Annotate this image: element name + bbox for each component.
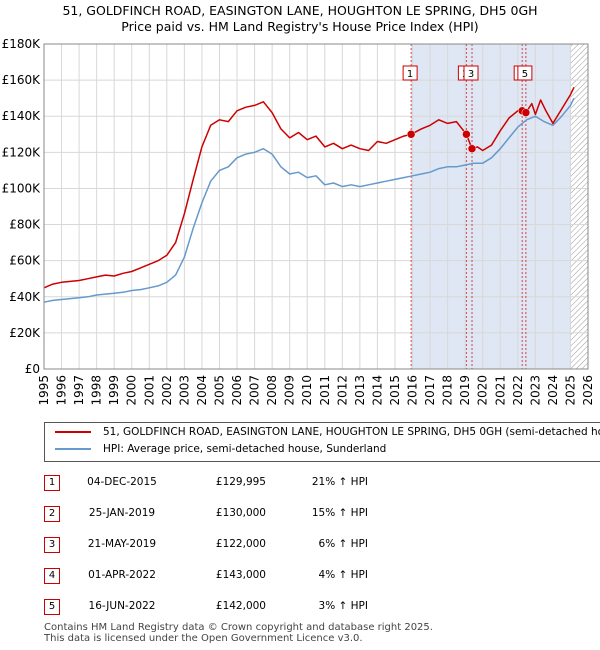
transaction-number: 2: [44, 506, 60, 522]
transaction-hpi: 15% ↑ HPI: [311, 507, 368, 519]
legend: 51, GOLDFINCH ROAD, EASINGTON LANE, HOUG…: [44, 422, 600, 462]
transaction-hpi: 4% ↑ HPI: [318, 569, 368, 581]
transaction-point-5: [521, 108, 531, 117]
x-tick-label: 2005: [212, 375, 226, 406]
table-row: 2 25-JAN-2019 £130,000 15% ↑ HPI: [0, 504, 600, 524]
x-tick-label: 2010: [300, 375, 314, 406]
x-tick-label: 2018: [441, 375, 455, 406]
transaction-label-1: 1: [407, 69, 413, 80]
transaction-date: 01-APR-2022: [88, 569, 156, 581]
x-tick-label: 1997: [72, 375, 86, 406]
transaction-number: 5: [44, 599, 60, 615]
x-tick-label: 2014: [370, 375, 384, 406]
transaction-label-box-3: [463, 65, 479, 81]
chart-subtitle: Price paid vs. HM Land Registry's House …: [121, 19, 479, 34]
y-tick-label: £60K: [9, 254, 41, 268]
y-tick-label: £40K: [9, 290, 41, 304]
x-tick-label: 2015: [388, 375, 402, 406]
x-tick-label: 2017: [423, 375, 437, 406]
transaction-date: 16-JUN-2022: [88, 600, 156, 612]
legend-item-hpi: HPI: Average price, semi-detached house,…: [55, 443, 386, 459]
y-tick-label: £120K: [2, 145, 42, 159]
transaction-point-2: [462, 130, 471, 139]
x-tick-label: 2025: [563, 375, 577, 406]
transaction-point-3: [467, 144, 477, 153]
x-tick-label: 2003: [177, 375, 191, 406]
transaction-price: £142,000: [215, 600, 266, 612]
x-tick-label: 2007: [248, 375, 262, 406]
property-price-line: [43, 86, 575, 289]
y-tick-label: £180K: [2, 37, 42, 51]
x-tick-label: 2012: [335, 375, 349, 406]
footer: Contains HM Land Registry data © Crown c…: [44, 622, 433, 644]
x-tick-label: 2016: [406, 375, 420, 406]
x-tick-label: 2009: [283, 375, 297, 406]
x-tick-label: 2002: [160, 375, 174, 406]
x-tick-label: 1998: [90, 375, 104, 406]
transaction-point-1: [406, 130, 416, 139]
x-tick-label: 2026: [581, 375, 595, 406]
legend-label-property: 51, GOLDFINCH ROAD, EASINGTON LANE, HOUG…: [103, 426, 600, 438]
transaction-price: £130,000: [215, 507, 266, 519]
x-tick-label: 2006: [230, 375, 244, 406]
transaction-label-5: 5: [522, 69, 528, 80]
legend-label-hpi: HPI: Average price, semi-detached house,…: [103, 443, 387, 455]
table-row: 5 16-JUN-2022 £142,000 3% ↑ HPI: [0, 597, 600, 617]
x-tick-label: 1999: [107, 375, 121, 406]
x-tick-label: 2023: [528, 375, 542, 406]
transaction-price: £143,000: [215, 569, 266, 581]
x-tick-label: 2011: [318, 375, 332, 406]
shaded-period: [411, 44, 571, 369]
footer-copyright: Contains HM Land Registry data © Crown c…: [44, 622, 433, 633]
x-tick-label: 2008: [265, 375, 279, 406]
transaction-hpi: 21% ↑ HPI: [311, 476, 368, 488]
transaction-hpi: 6% ↑ HPI: [318, 538, 368, 550]
transaction-date: 25-JAN-2019: [88, 507, 156, 519]
y-tick-label: £0: [25, 362, 40, 376]
y-tick-label: £160K: [2, 73, 42, 87]
y-tick-label: £20K: [9, 326, 41, 340]
transaction-hpi: 3% ↑ HPI: [318, 600, 368, 612]
transaction-number: 1: [44, 475, 60, 491]
x-tick-label: 2000: [125, 375, 139, 406]
x-tick-label: 2019: [458, 375, 472, 406]
hatched-region: [570, 44, 588, 369]
transaction-number: 4: [44, 568, 60, 584]
transaction-number: 3: [44, 537, 60, 553]
x-tick-label: 2020: [476, 375, 490, 406]
transaction-label-box-5: [517, 65, 533, 81]
transaction-price: £129,995: [215, 476, 266, 488]
transaction-price: £122,000: [215, 538, 266, 550]
transaction-label-3: 3: [468, 69, 474, 80]
x-tick-label: 2024: [546, 375, 560, 406]
x-tick-label: 1996: [55, 375, 69, 406]
legend-item-property: 51, GOLDFINCH ROAD, EASINGTON LANE, HOUG…: [55, 426, 600, 442]
plot-frame: [43, 43, 589, 370]
hpi-line: [43, 97, 575, 303]
x-tick-label: 2013: [353, 375, 367, 406]
y-tick-label: £80K: [9, 218, 41, 232]
y-tick-label: £100K: [2, 181, 42, 195]
transaction-label-box-1: [402, 65, 418, 81]
x-tick-label: 2001: [142, 375, 156, 406]
legend-swatch-hpi: [55, 448, 91, 450]
table-row: 3 21-MAY-2019 £122,000 6% ↑ HPI: [0, 535, 600, 555]
transaction-date: 21-MAY-2019: [87, 538, 157, 550]
table-row: 4 01-APR-2022 £143,000 4% ↑ HPI: [0, 566, 600, 586]
price-chart: 12345 £0£20K£40K£60K£80K£100K£120K£140K£…: [2, 37, 595, 406]
chart-title: 51, GOLDFINCH ROAD, EASINGTON LANE, HOUG…: [62, 3, 538, 18]
table-row: 1 04-DEC-2015 £129,995 21% ↑ HPI: [0, 473, 600, 493]
x-tick-label: 2022: [511, 375, 525, 406]
x-tick-label: 1995: [37, 375, 51, 406]
x-tick-label: 2021: [493, 375, 507, 406]
transaction-date: 04-DEC-2015: [87, 476, 157, 488]
footer-licence: This data is licensed under the Open Gov…: [44, 633, 363, 644]
y-tick-label: £140K: [2, 109, 42, 123]
legend-swatch-property: [55, 431, 91, 433]
x-tick-label: 2004: [195, 375, 209, 406]
